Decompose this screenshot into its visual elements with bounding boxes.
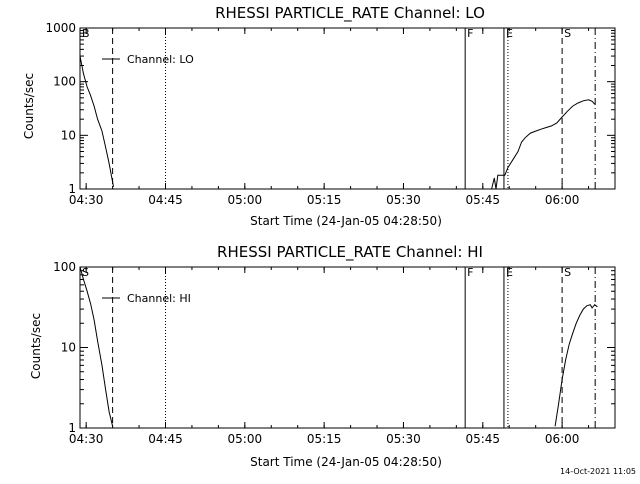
hi-channel-panel: RHESSI PARTICLE_RATE Channel: HI Counts/… — [29, 243, 616, 469]
y-tick-label-lo-0: 1 — [68, 182, 76, 196]
series-line-hi-0-0 — [79, 266, 114, 427]
y-tick-label-hi-0: 1 — [68, 421, 76, 435]
x-tick-label-hi-4: 05:30 — [386, 432, 421, 446]
chart-title-hi: RHESSI PARTICLE_RATE Channel: HI — [217, 243, 483, 262]
legend-label-lo: Channel: LO — [127, 53, 194, 66]
x-axis-label-lo: Start Time (24-Jan-05 04:28:50) — [250, 214, 442, 228]
legend-lo: Channel: LO — [102, 53, 194, 66]
x-tick-label-lo-6: 06:00 — [545, 193, 580, 207]
x-tick-label-hi-3: 05:15 — [307, 432, 342, 446]
legend-hi: Channel: HI — [102, 292, 191, 305]
render-timestamp: 14-Oct-2021 11:05 — [560, 467, 636, 476]
x-tick-label-hi-5: 05:45 — [465, 432, 500, 446]
y-axis-label-hi: Counts/sec — [29, 313, 43, 379]
y-tick-label-hi-1: 10 — [61, 341, 76, 355]
series-line-lo-0-1 — [491, 99, 596, 190]
x-tick-label-lo-5: 05:45 — [465, 193, 500, 207]
event-marker-label-lo-4: E — [506, 27, 513, 40]
x-tick-label-lo-4: 05:30 — [386, 193, 421, 207]
series-line-lo-0-0 — [79, 56, 114, 187]
event-marker-label-lo-6: S — [564, 27, 571, 40]
event-marker-label-hi-3: F — [467, 266, 473, 279]
event-marker-label-hi-6: S — [564, 266, 571, 279]
event-marker-label-hi-0: S — [82, 266, 89, 279]
x-tick-label-hi-1: 04:45 — [148, 432, 183, 446]
x-tick-label-hi-6: 06:00 — [545, 432, 580, 446]
y-tick-label-lo-1: 10 — [61, 128, 76, 142]
x-tick-label-lo-3: 05:15 — [307, 193, 342, 207]
legend-label-hi: Channel: HI — [127, 292, 191, 305]
y-tick-label-lo-3: 1000 — [45, 21, 76, 35]
x-axis-label-hi: Start Time (24-Jan-05 04:28:50) — [250, 455, 442, 469]
x-tick-label-lo-1: 04:45 — [148, 193, 183, 207]
x-tick-label-hi-0: 04:30 — [69, 432, 104, 446]
x-tick-label-hi-2: 05:00 — [228, 432, 263, 446]
y-tick-label-hi-2: 100 — [53, 260, 76, 274]
lo-channel-panel: RHESSI PARTICLE_RATE Channel: LO Counts/… — [22, 4, 616, 228]
x-tick-label-lo-0: 04:30 — [69, 193, 104, 207]
x-tick-label-lo-2: 05:00 — [228, 193, 263, 207]
y-tick-label-lo-2: 100 — [53, 75, 76, 89]
series-line-hi-0-1 — [554, 304, 598, 427]
y-axis-label-lo: Counts/sec — [22, 73, 36, 139]
event-marker-label-lo-3: F — [467, 27, 473, 40]
event-marker-label-hi-4: E — [506, 266, 513, 279]
chart-title-lo: RHESSI PARTICLE_RATE Channel: LO — [215, 4, 485, 23]
